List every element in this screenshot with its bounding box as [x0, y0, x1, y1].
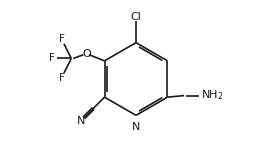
Text: N: N — [132, 122, 140, 132]
Text: F: F — [59, 34, 65, 44]
Text: N: N — [77, 116, 85, 126]
Text: F: F — [59, 73, 65, 83]
Text: F: F — [50, 53, 55, 64]
Text: O: O — [82, 49, 91, 59]
Text: NH$_2$: NH$_2$ — [202, 89, 224, 103]
Text: Cl: Cl — [131, 12, 141, 22]
